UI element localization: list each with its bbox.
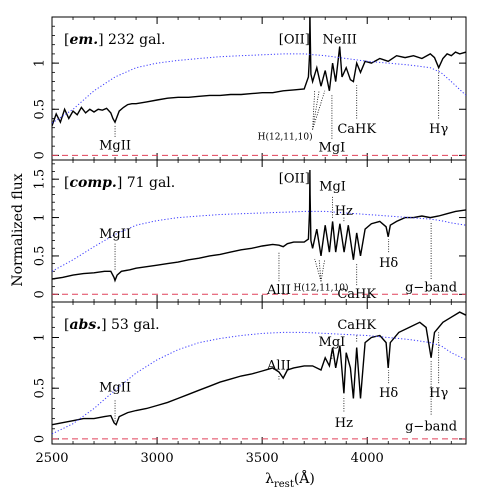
line-annotation: H(12,11,10) xyxy=(294,283,349,294)
spectrum-line xyxy=(52,169,466,283)
line-annotation: [OII] xyxy=(279,172,310,187)
line-annotation: AlII xyxy=(266,358,291,373)
x-axis-title-sub: rest xyxy=(274,479,294,490)
line-annotation: MgII xyxy=(99,381,131,396)
annotation-leader xyxy=(312,90,326,130)
line-annotation: g−band xyxy=(405,281,457,296)
panel-header-bracket: [ xyxy=(64,32,69,48)
line-annotation: MgI xyxy=(319,179,346,194)
panel-comp: 0 0.5 1 1.5 [OII] MgI Hz MgII Hδ g−band AlII H(12,1… xyxy=(33,159,467,303)
panel-type-label: comp. xyxy=(69,175,116,191)
template-line xyxy=(52,53,466,124)
panel-header: [abs.] 53 gal. xyxy=(64,317,160,333)
y-tick-label: 1 xyxy=(33,333,48,341)
template-line xyxy=(52,210,466,272)
y-tick-label: 1 xyxy=(33,59,48,67)
line-annotation: AlII xyxy=(266,283,291,298)
x-axis: 2500 3000 3500 4000 xyxy=(35,451,383,466)
y-tick-label: 1.5 xyxy=(33,169,48,190)
x-tick-label: 3500 xyxy=(246,451,279,466)
y-tick-label: 0.5 xyxy=(33,99,48,120)
line-annotation: CaHK xyxy=(337,122,376,137)
spectrum-line xyxy=(52,311,466,426)
panel-abs: 0 0.5 1 CaHK MgI AlII MgII Hδ Hγ Hz g−band [abs.] 5… xyxy=(33,301,467,445)
line-annotation: Hz xyxy=(335,204,353,219)
x-tick-label: 2500 xyxy=(35,451,68,466)
line-annotation: Hδ xyxy=(379,386,398,401)
panel-header-bracket: [ xyxy=(64,175,69,191)
annotation-leader xyxy=(312,90,320,130)
panel-count-label: 53 gal. xyxy=(111,317,160,333)
line-annotation: MgI xyxy=(319,141,346,156)
y-tick-label: 0.5 xyxy=(33,378,48,399)
x-axis-title-lambda: λ xyxy=(265,471,274,487)
line-annotation: H(12,11,10) xyxy=(258,131,313,142)
y-axis-title: Normalized flux xyxy=(10,173,26,286)
panels-group: 0 0.5 1 [OII] NeIII MgII H(12,11,10) MgI CaHK Hγ [… xyxy=(33,16,467,445)
panel-type-label: em. xyxy=(69,32,98,48)
panel-header-bracket: ] xyxy=(117,175,127,191)
annotation-leader xyxy=(314,258,322,282)
panel-type-label: abs. xyxy=(69,317,101,333)
spectrum-line xyxy=(52,17,466,127)
template-line xyxy=(52,331,466,435)
line-annotation: Hδ xyxy=(379,256,398,271)
x-axis-title: λrest(Å) xyxy=(265,469,315,490)
y-tick-label: 1 xyxy=(33,213,48,221)
panel-header-bracket: ] xyxy=(101,317,111,333)
panel-header-bracket: ] xyxy=(98,32,108,48)
x-tick-label: 4000 xyxy=(351,451,384,466)
line-annotation: g−band xyxy=(405,419,457,434)
line-annotation: [OII] xyxy=(279,33,310,48)
panel-count-label: 71 gal. xyxy=(127,175,176,191)
panel-em: 0 0.5 1 [OII] NeIII MgII H(12,11,10) MgI CaHK Hγ [… xyxy=(33,16,467,161)
line-annotation: MgII xyxy=(99,227,131,242)
y-tick-label: 0 xyxy=(33,151,48,159)
line-annotation: Hz xyxy=(335,416,353,431)
y-tick-label: 0 xyxy=(33,435,48,443)
x-tick-label: 3000 xyxy=(141,451,174,466)
y-tick-label: 0.5 xyxy=(33,246,48,267)
line-annotation: MgI xyxy=(319,335,346,350)
panel-header: [comp.] 71 gal. xyxy=(64,175,175,191)
panel-header-bracket: [ xyxy=(64,317,69,333)
panel-frame xyxy=(51,301,467,445)
line-annotation: NeIII xyxy=(322,33,356,48)
line-annotation: Hγ xyxy=(429,122,448,137)
y-tick-label: 0 xyxy=(33,290,48,298)
line-annotation: MgII xyxy=(99,139,131,154)
line-annotation: CaHK xyxy=(337,287,376,302)
annotation-leader xyxy=(320,258,326,282)
x-axis-title-unit: (Å) xyxy=(294,469,315,487)
line-annotation: Hγ xyxy=(429,386,448,401)
line-annotation: CaHK xyxy=(337,318,376,333)
panel-header: [em.] 232 gal. xyxy=(64,32,165,48)
panel-count-label: 232 gal. xyxy=(108,32,165,48)
